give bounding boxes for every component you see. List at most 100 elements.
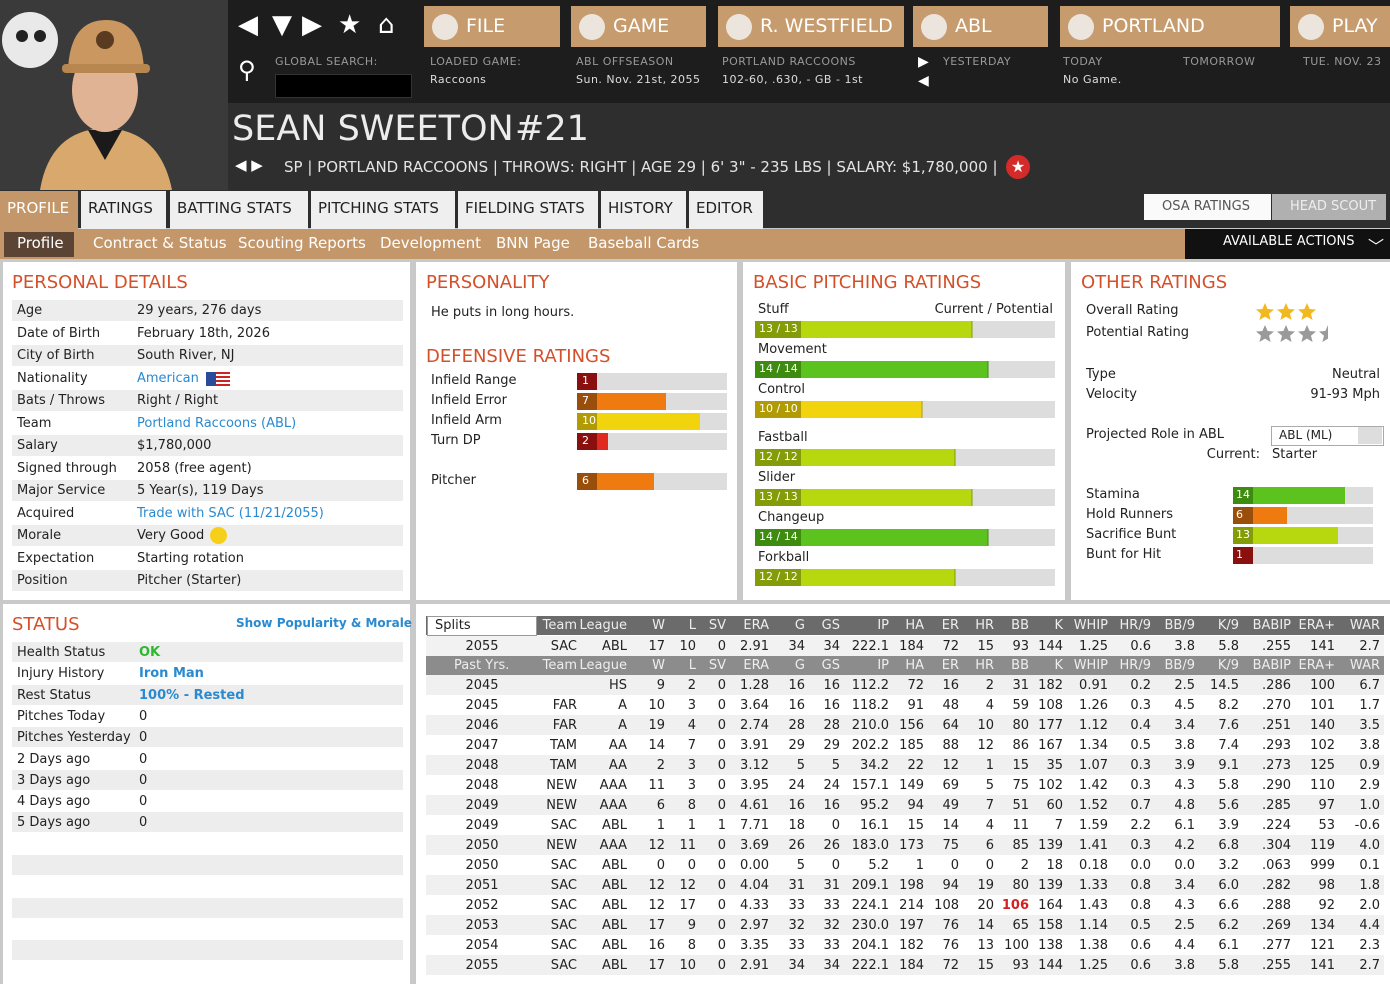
stat-cell: 141: [1310, 639, 1335, 654]
subtab-label[interactable]: Baseball Cards: [588, 234, 700, 252]
toggle-button[interactable]: [1272, 194, 1386, 220]
menu-icon[interactable]: ▼: [272, 10, 292, 40]
player-prev[interactable]: ◀ ▶: [235, 156, 263, 174]
stat-cell: 7: [1054, 818, 1063, 833]
rating-label: Changeup: [758, 510, 825, 525]
table-row: [426, 915, 1384, 935]
stat-cell: AA: [608, 738, 627, 753]
stat-cell: 2.74: [740, 718, 769, 733]
stat-cell: 6.1: [1174, 818, 1195, 833]
stat-cell: 1.38: [1079, 938, 1108, 953]
table-row: [426, 735, 1384, 755]
stat-cell: 4.33: [740, 898, 769, 913]
column-header: BABIP: [1252, 618, 1291, 633]
tab[interactable]: [0, 191, 78, 229]
detail-value[interactable]: Portland Raccoons (ABL): [137, 415, 297, 431]
stat-cell: 26: [823, 838, 840, 853]
status-link[interactable]: Show Popularity & Morale: [236, 616, 412, 630]
actions-bg[interactable]: [1185, 229, 1390, 259]
search-input[interactable]: [275, 74, 412, 98]
stat-cell: 4.5: [1174, 698, 1195, 713]
rating-label: Sacrifice Bunt: [1086, 527, 1177, 542]
stat-cell: 1.25: [1079, 639, 1108, 654]
day-label[interactable]: YESTERDAY: [943, 55, 1012, 68]
stat-cell: 3.4: [1174, 718, 1195, 733]
rating-label: Fastball: [758, 430, 808, 445]
splits-select[interactable]: [427, 616, 537, 636]
favorite-icon[interactable]: ★: [338, 10, 362, 40]
nav-button[interactable]: [1060, 6, 1280, 47]
status-row: [12, 812, 403, 833]
stat-cell: 0: [717, 639, 726, 654]
stat-cell: 24: [823, 778, 840, 793]
tab[interactable]: [170, 191, 308, 229]
tab[interactable]: [81, 191, 166, 229]
forward-icon[interactable]: ▶: [302, 10, 322, 40]
detail-value: Very Good: [137, 528, 205, 543]
star-shape: [1298, 303, 1316, 320]
stat-cell: TAM: [549, 758, 577, 773]
toggle-button[interactable]: [1144, 194, 1271, 220]
column-header: ERA+: [1298, 658, 1335, 673]
rating-label: Movement: [758, 342, 827, 357]
tab[interactable]: [311, 191, 455, 229]
day-label[interactable]: TUE. NOV. 23: [1303, 55, 1382, 68]
stat-cell: HS: [608, 678, 627, 693]
detail-value[interactable]: American: [137, 370, 199, 386]
tab[interactable]: [601, 191, 686, 229]
detail-label: Nationality: [17, 370, 88, 386]
stat-cell: 0: [717, 858, 726, 873]
rating-box: [755, 529, 801, 546]
nav-icon: [1298, 14, 1324, 40]
detail-row: [12, 390, 403, 411]
stat-cell: .277: [1262, 938, 1291, 953]
stat-cell: 18: [788, 818, 805, 833]
stat-cell: 0: [717, 938, 726, 953]
detail-value[interactable]: Trade with SAC (11/21/2055): [137, 505, 324, 521]
stat-cell: AA: [608, 758, 627, 773]
stat-cell: 108: [1038, 698, 1063, 713]
favorite-badge[interactable]: ★: [1006, 155, 1030, 179]
stat-cell: 3.8: [1174, 738, 1195, 753]
subtab-label[interactable]: Scouting Reports: [238, 234, 366, 252]
stat-cell: 222.1: [851, 639, 889, 654]
stat-cell: 34: [823, 639, 840, 654]
search-icon[interactable]: ⚲: [238, 56, 256, 84]
rating-value: 12 / 12: [759, 570, 798, 583]
role-select[interactable]: [1271, 426, 1384, 446]
stat-cell: 1.14: [1079, 918, 1108, 933]
stat-cell: 0.5: [1130, 918, 1151, 933]
panel-title: STATUS: [12, 614, 80, 635]
stat-cell: 12: [942, 758, 959, 773]
stat-cell: 29: [788, 738, 805, 753]
rating-track: [577, 433, 727, 450]
back-icon[interactable]: ◀: [238, 10, 258, 40]
subtab-label[interactable]: BNN Page: [496, 234, 570, 252]
info-label: ABL OFFSEASON: [576, 55, 674, 68]
column-header: ERA+: [1298, 618, 1335, 633]
stat-cell: 2054: [465, 938, 499, 953]
tab[interactable]: [689, 191, 763, 229]
tab[interactable]: [458, 191, 598, 229]
subtab-label[interactable]: Profile: [17, 234, 64, 252]
stat-cell: 33: [823, 938, 840, 953]
rating-box: [755, 401, 801, 418]
subtab-label[interactable]: Development: [380, 234, 481, 252]
status-value: 100% - Rested: [139, 687, 245, 703]
rating-box: [755, 361, 801, 378]
actions-label[interactable]: AVAILABLE ACTIONS: [1223, 234, 1355, 249]
status-label: 4 Days ago: [17, 794, 91, 810]
subtab-label[interactable]: Contract & Status: [93, 234, 227, 252]
stat-cell: 4.61: [740, 798, 769, 813]
status-value: Iron Man: [139, 666, 204, 682]
prev-day-arrow[interactable]: ◀: [918, 73, 929, 89]
star-shape: [1277, 325, 1295, 342]
tab-label: RATINGS: [88, 199, 153, 217]
next-day-arrow[interactable]: ▶: [918, 54, 929, 70]
day-label[interactable]: TOMORROW: [1183, 55, 1256, 68]
table-row: [426, 855, 1384, 875]
home-icon[interactable]: ⌂: [378, 10, 395, 40]
stat-cell: 9: [687, 918, 696, 933]
star-shape: [1277, 303, 1295, 320]
